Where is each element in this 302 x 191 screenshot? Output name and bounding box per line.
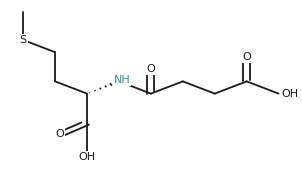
- Text: O: O: [146, 64, 155, 74]
- Text: OH: OH: [79, 152, 96, 162]
- Text: S: S: [20, 35, 27, 45]
- Text: OH: OH: [281, 89, 299, 99]
- Text: NH: NH: [114, 75, 130, 85]
- Text: O: O: [242, 52, 251, 62]
- Text: O: O: [55, 129, 64, 139]
